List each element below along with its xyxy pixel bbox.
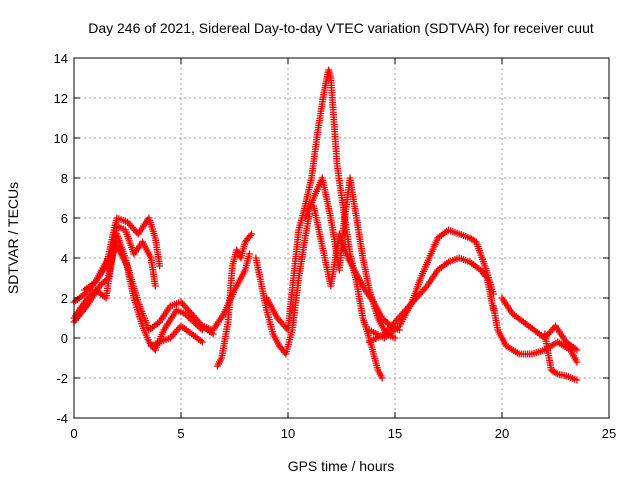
data-point (482, 272, 490, 280)
y-tick-label: 4 (61, 251, 68, 266)
data-point (391, 334, 399, 342)
data-point (198, 338, 206, 346)
y-tick-label: 12 (54, 91, 68, 106)
y-tick-label: 10 (54, 131, 68, 146)
y-tick-label: -2 (56, 371, 68, 386)
y-tick-label: -4 (56, 411, 68, 426)
data-point (573, 376, 581, 384)
series-trace-8 (252, 210, 313, 358)
series-trace-9 (263, 66, 386, 382)
data-point (156, 262, 164, 270)
data-point (246, 232, 254, 240)
series-trace-13 (365, 254, 497, 346)
series-trace-11 (310, 202, 403, 334)
grid (74, 58, 609, 418)
data-point (573, 358, 581, 366)
x-tick-label: 5 (177, 426, 184, 441)
data-point (248, 230, 256, 238)
x-tick-label: 25 (602, 426, 616, 441)
y-tick-label: 6 (61, 211, 68, 226)
x-axis-label: GPS time / hours (288, 458, 395, 474)
data-point (245, 250, 253, 258)
series-trace-5 (147, 322, 206, 350)
x-tick-label: 20 (495, 426, 509, 441)
x-tick-label: 0 (70, 426, 77, 441)
data-point (151, 282, 159, 290)
data-point (552, 369, 560, 377)
y-tick-label: 0 (61, 331, 68, 346)
series-trace-15 (498, 294, 581, 354)
data-point (378, 374, 386, 382)
data-point (573, 346, 581, 354)
x-tick-label: 10 (281, 426, 295, 441)
series-trace-7 (198, 250, 253, 334)
series-trace-3 (70, 230, 206, 354)
y-tick-label: 8 (61, 171, 68, 186)
chart-title: Day 246 of 2021, Sidereal Day-to-day VTE… (88, 20, 594, 36)
plot-frame (73, 57, 610, 419)
x-tick-label: 15 (388, 426, 402, 441)
axis-ticks: 0 5 10 15 20 25 -4 -2 0 2 4 6 8 10 12 14 (54, 51, 617, 441)
series-trace-14 (489, 302, 581, 366)
series-trace-16 (541, 330, 581, 384)
y-tick-label: 2 (61, 291, 68, 306)
data-marks (70, 66, 581, 384)
y-axis-label: SDTVAR / TECUs (5, 182, 21, 294)
data-point (99, 279, 107, 287)
y-tick-label: 14 (54, 51, 68, 66)
